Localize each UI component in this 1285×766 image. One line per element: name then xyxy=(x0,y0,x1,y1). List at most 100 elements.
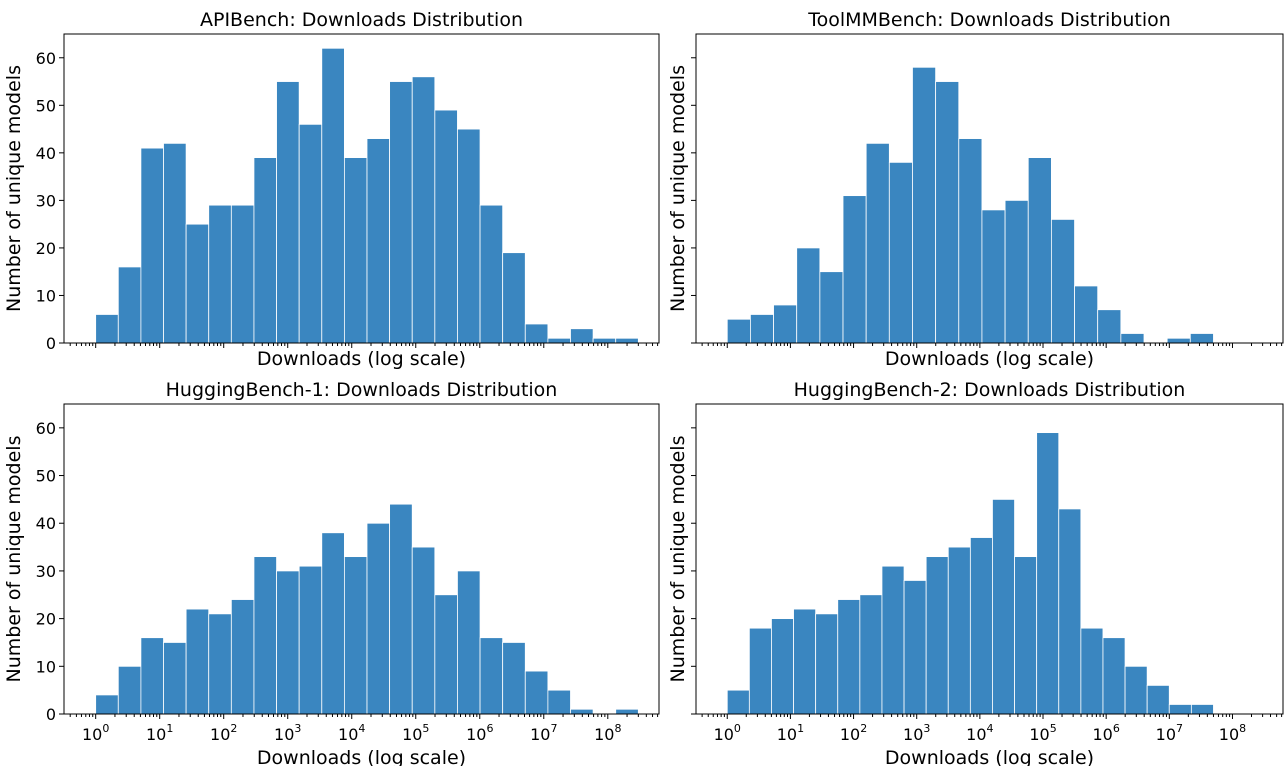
x-axis-label: Downloads (log scale) xyxy=(885,747,1094,766)
bar xyxy=(479,204,504,344)
bar xyxy=(434,594,458,715)
x-axis-label: Downloads (log scale) xyxy=(257,747,466,766)
bar xyxy=(1027,157,1052,344)
bar xyxy=(502,252,526,344)
bar xyxy=(1120,333,1145,344)
chart-title: ToolMMBench: Downloads Distribution xyxy=(807,9,1171,31)
bar xyxy=(140,147,164,344)
bar xyxy=(276,81,300,344)
bar xyxy=(1166,337,1191,344)
bar xyxy=(969,537,993,715)
bar xyxy=(912,66,937,344)
bar xyxy=(457,128,481,344)
plot-frame xyxy=(695,403,1284,715)
chart-title: APIBench: Downloads Distribution xyxy=(200,9,523,31)
bar xyxy=(819,271,844,344)
bar xyxy=(859,594,883,715)
y-tick-label: 30 xyxy=(36,562,56,581)
x-tick-label: 107 xyxy=(530,722,557,744)
bar xyxy=(1014,556,1038,715)
bar xyxy=(1058,508,1082,715)
x-tick-label: 103 xyxy=(903,722,930,744)
bar xyxy=(185,223,210,344)
y-tick-label: 30 xyxy=(36,191,56,210)
plot-frame xyxy=(63,33,660,344)
bar xyxy=(726,318,751,344)
bar xyxy=(276,570,300,715)
bar xyxy=(163,142,187,344)
x-tick-label: 108 xyxy=(594,722,621,744)
bar xyxy=(771,618,794,715)
bar xyxy=(457,570,481,715)
panel-1: 0 10 20 30 40 50 60 APIBench: Downloads Distrib… xyxy=(3,9,660,370)
y-tick-label: 40 xyxy=(36,514,56,533)
bar xyxy=(615,337,639,344)
x-tick-label: 106 xyxy=(466,722,493,744)
x-tick-label: 102 xyxy=(210,722,237,744)
plot-frame xyxy=(695,33,1284,344)
bar xyxy=(321,532,345,715)
bar xyxy=(95,314,119,344)
bar xyxy=(1036,432,1060,715)
panel-3: 0 10 20 30 40 50 60 100 101 102 103 104 105 106 107 108… xyxy=(3,379,660,766)
x-tick-label: 100 xyxy=(714,722,741,744)
bar xyxy=(615,708,639,715)
bar xyxy=(1102,637,1126,715)
chart-title: HuggingBench-1: Downloads Distribution xyxy=(166,379,558,401)
bar xyxy=(726,689,750,715)
bar xyxy=(1097,309,1122,344)
bar xyxy=(230,599,255,715)
bar xyxy=(298,123,323,344)
bar xyxy=(865,142,890,344)
bar xyxy=(1074,285,1099,344)
y-axis-label: Number of unique models xyxy=(3,436,25,683)
bar xyxy=(1168,704,1192,715)
bar xyxy=(888,161,913,344)
bar xyxy=(796,247,821,344)
y-axis-label: Number of unique models xyxy=(667,65,689,312)
bar xyxy=(570,708,594,715)
bar xyxy=(163,642,187,715)
y-tick-label: 20 xyxy=(36,610,56,629)
bar xyxy=(748,627,772,715)
bar xyxy=(547,337,571,344)
bar xyxy=(881,565,905,715)
y-tick-label: 20 xyxy=(36,239,56,258)
y-tick-label: 60 xyxy=(36,49,56,68)
bar xyxy=(925,556,949,715)
bar xyxy=(366,522,391,715)
x-tick-label: 104 xyxy=(338,722,365,744)
x-tick-label: 105 xyxy=(1029,722,1056,744)
bar xyxy=(992,498,1015,715)
panel-4: 100 101 102 103 104 105 106 107 108 HuggingBench-… xyxy=(667,379,1284,766)
bar xyxy=(389,81,413,344)
bar xyxy=(1050,218,1075,344)
bar xyxy=(343,157,368,344)
bar xyxy=(117,266,142,344)
bar xyxy=(95,694,119,715)
bar xyxy=(592,337,617,344)
y-tick-label: 0 xyxy=(46,334,56,353)
bar xyxy=(981,209,1006,344)
x-tick-label: 106 xyxy=(1092,722,1119,744)
y-tick-label: 60 xyxy=(36,419,56,438)
bar xyxy=(524,323,549,344)
bar xyxy=(411,76,436,344)
x-tick-label: 105 xyxy=(402,722,429,744)
bar xyxy=(208,204,232,344)
bar xyxy=(389,503,413,715)
bar xyxy=(1190,704,1214,715)
bar xyxy=(343,556,368,715)
bar xyxy=(815,613,839,715)
bar xyxy=(1080,627,1104,715)
bar xyxy=(793,608,817,715)
x-tick-label: 108 xyxy=(1219,722,1246,744)
chart-title: HuggingBench-2: Downloads Distribution xyxy=(794,379,1186,401)
x-tick-label: 101 xyxy=(777,722,804,744)
y-tick-label: 0 xyxy=(46,705,56,724)
bar xyxy=(947,546,971,715)
bar xyxy=(1004,199,1029,344)
bar xyxy=(570,328,594,344)
bar xyxy=(842,195,867,344)
bar xyxy=(321,47,345,344)
